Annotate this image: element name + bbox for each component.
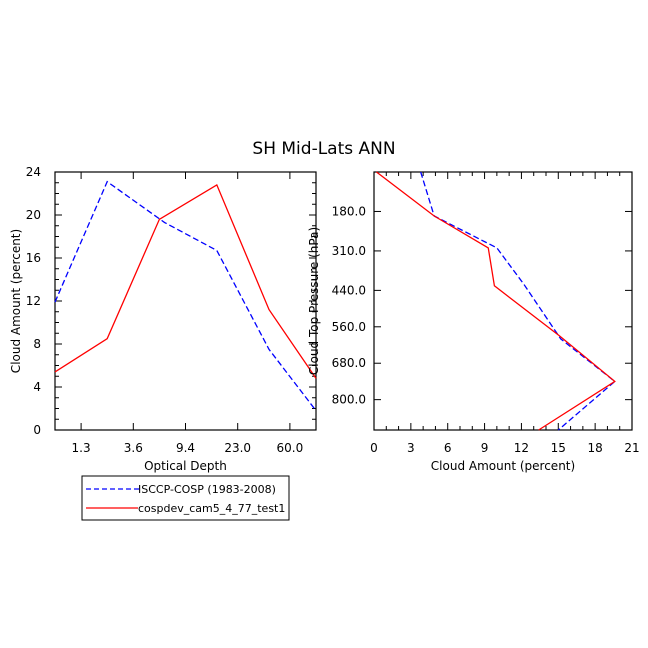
y-tick-label: 680.0 [332, 356, 366, 370]
y-tick-label: 24 [26, 165, 41, 179]
y-tick-label: 440.0 [332, 283, 366, 297]
y-tick-label: 180.0 [332, 204, 366, 218]
series-line-cospdev [376, 171, 616, 431]
y-tick-label: 4 [33, 380, 41, 394]
y-tick-label: 0 [33, 423, 41, 437]
x-tick-label: 21 [624, 441, 639, 455]
y-tick-label: 20 [26, 208, 41, 222]
x-tick-label: 23.0 [224, 441, 251, 455]
chart-title: SH Mid-Lats ANN [252, 139, 395, 159]
x-tick-label: 1.3 [72, 441, 91, 455]
y-tick-label: 310.0 [332, 244, 366, 258]
series-line-isccp [54, 180, 317, 412]
y-tick-label: 800.0 [332, 393, 366, 407]
y-axis-label: Cloud Top Pressure (hPa) [307, 227, 321, 375]
y-tick-label: 8 [33, 337, 41, 351]
x-axis-label: Optical Depth [144, 459, 227, 473]
x-tick-label: 0 [370, 441, 378, 455]
series-line-cospdev [54, 183, 317, 379]
plot-frame [373, 171, 633, 431]
x-tick-label: 60.0 [277, 441, 304, 455]
legend-cospdev-label: cospdev_cam5_4_77_test1 [138, 502, 285, 515]
x-tick-label: 6 [444, 441, 452, 455]
legend-isccp-label: ISCCP-COSP (1983-2008) [138, 483, 276, 496]
x-tick-label: 9.4 [176, 441, 195, 455]
x-tick-label: 15 [551, 441, 566, 455]
y-tick-label: 16 [26, 251, 41, 265]
series-line-isccp [420, 171, 616, 431]
x-axis-label: Cloud Amount (percent) [431, 459, 575, 473]
panel-cloud-top-pressure: 0 3 6 9 12 15 18 21 180.0 310.0 440.0 560.0 680.0 800… [307, 171, 640, 473]
legend-box [81, 475, 290, 521]
y-axis-label: Cloud Amount (percent) [9, 229, 23, 373]
y-tick-label: 560.0 [332, 320, 366, 334]
x-tick-label: 12 [514, 441, 529, 455]
panel-optical-depth: 1.3 3.6 9.4 23.0 60.0 0 4 8 12 16 20 24 Optical Dept… [9, 165, 317, 473]
x-tick-label: 18 [588, 441, 603, 455]
x-tick-label: 3.6 [124, 441, 143, 455]
legend: ISCCP-COSP (1983-2008) cospdev_cam5_4_77… [81, 475, 290, 521]
y-tick-label: 12 [26, 294, 41, 308]
x-tick-label: 9 [481, 441, 489, 455]
x-tick-label: 3 [407, 441, 415, 455]
